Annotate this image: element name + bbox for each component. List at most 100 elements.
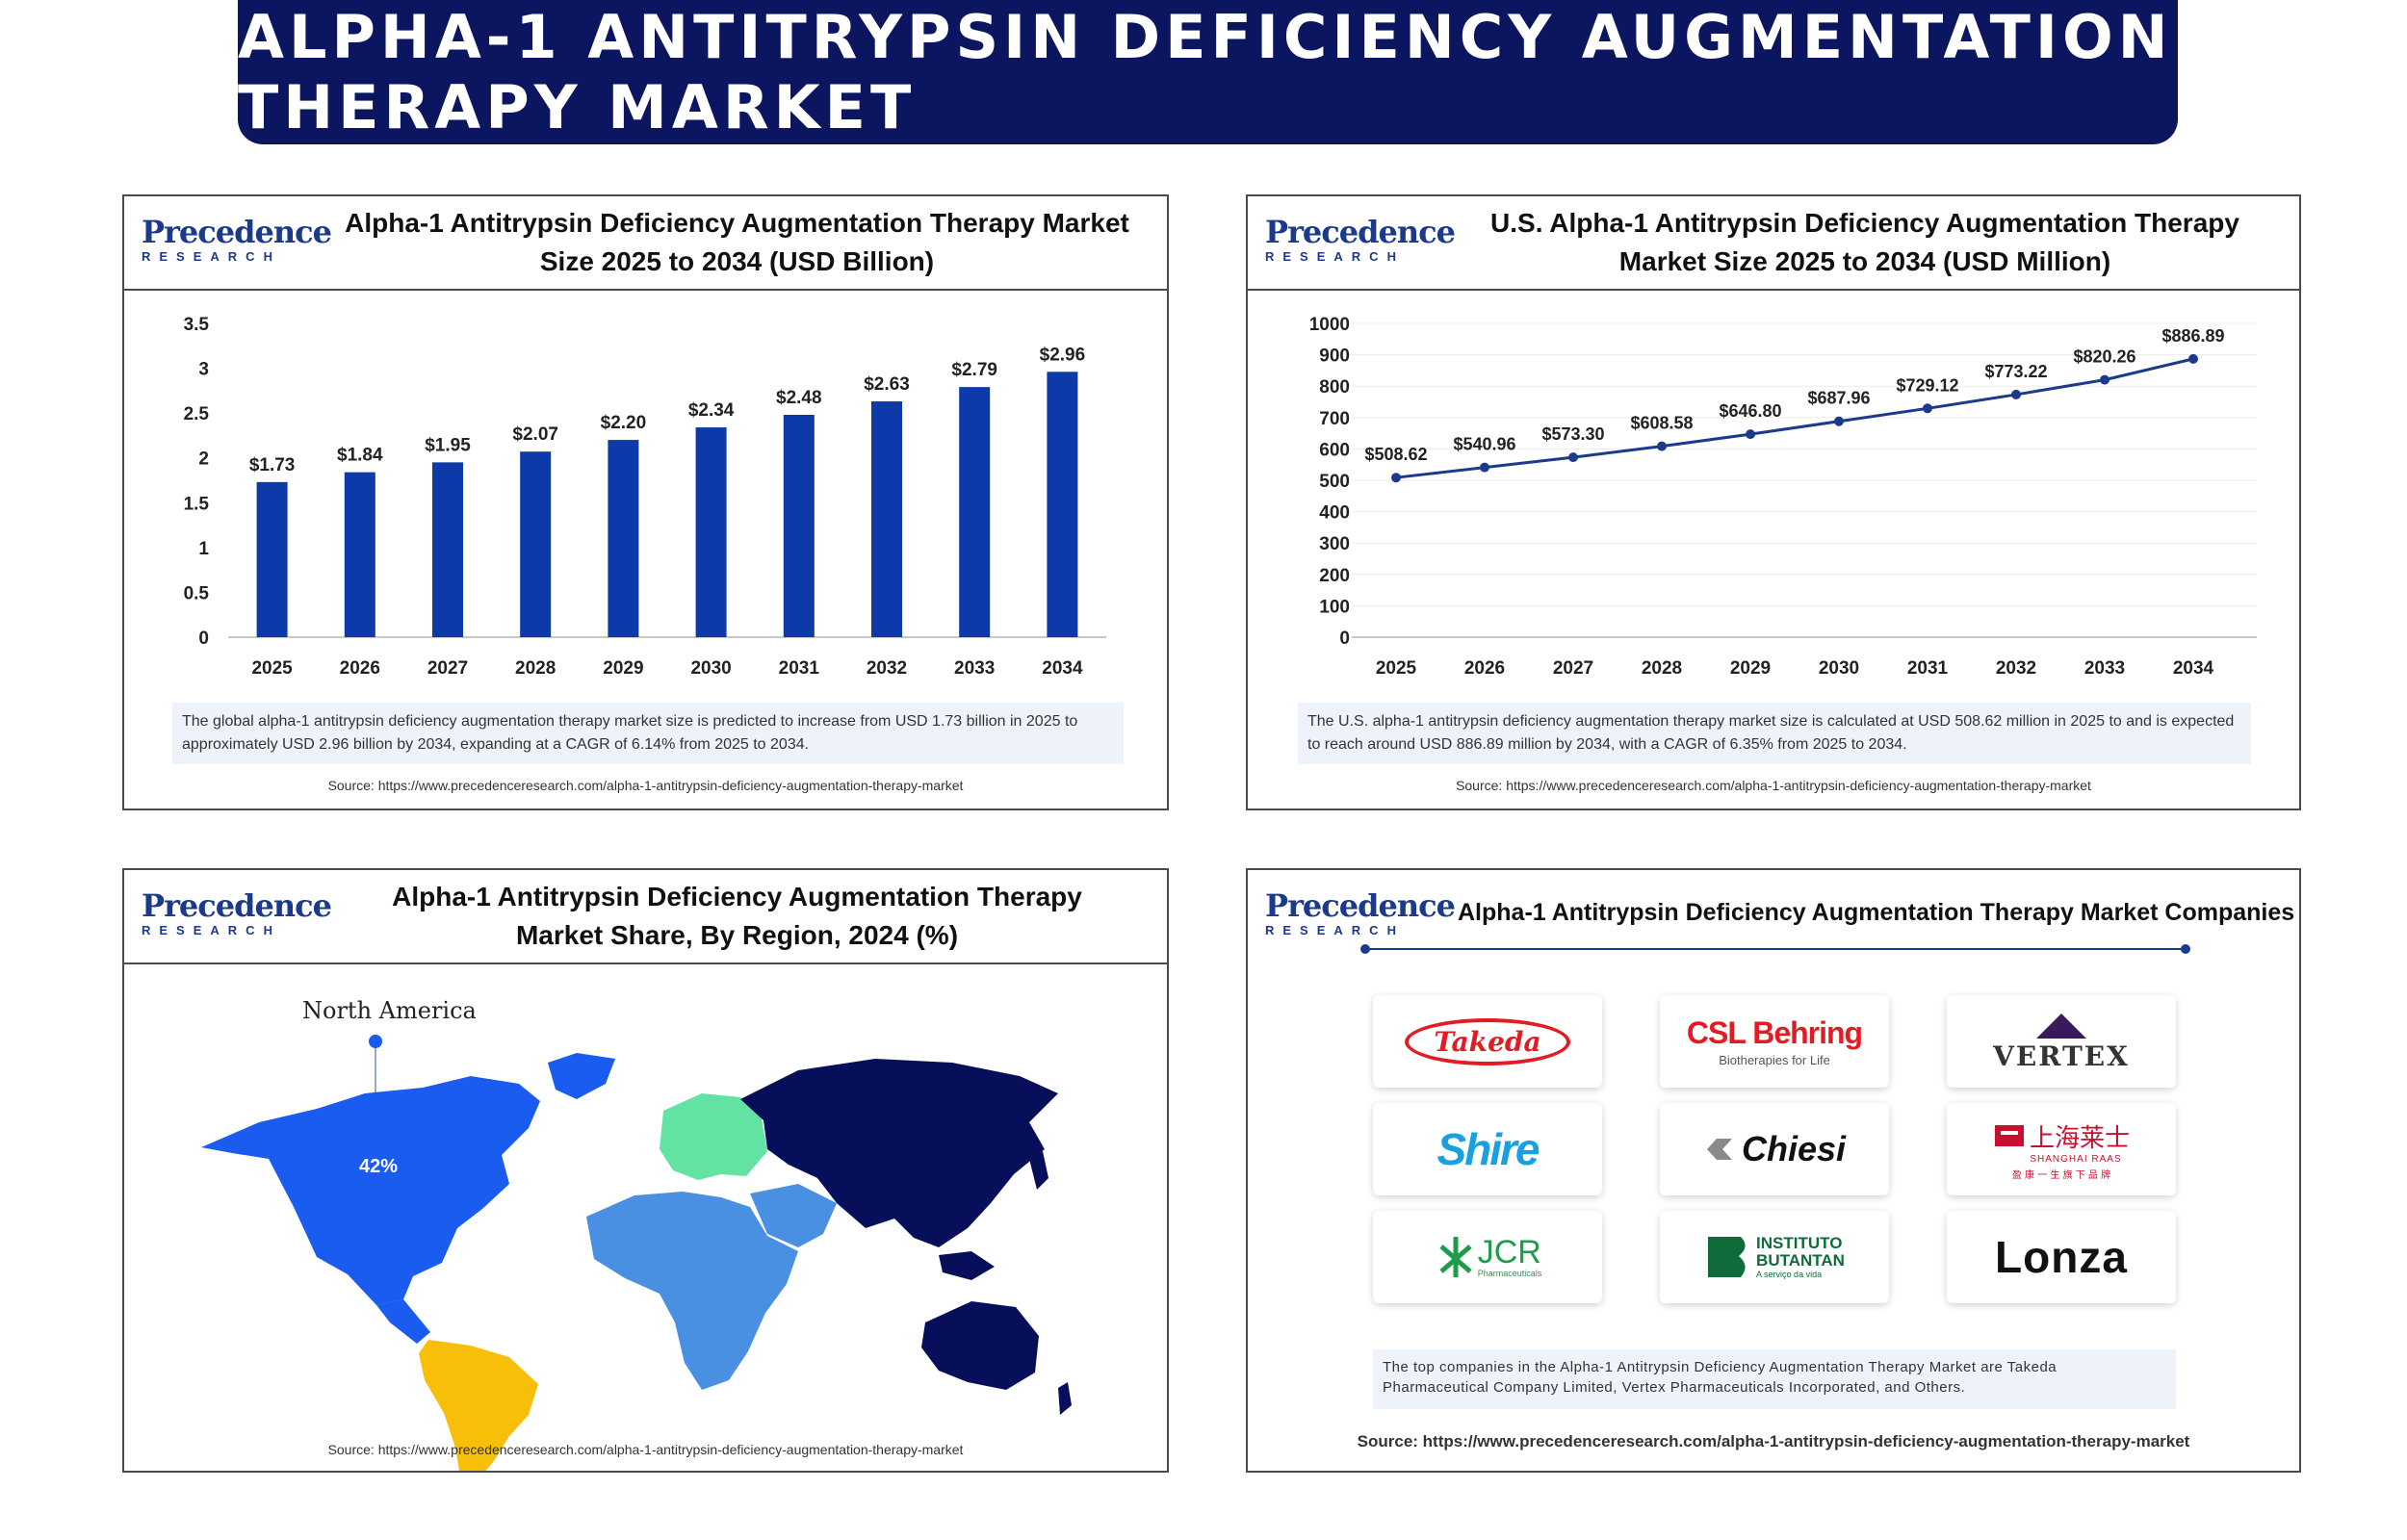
y-tick-label: 1 [198, 539, 209, 559]
data-point [2188, 353, 2198, 364]
y-tick-label: 3.5 [184, 315, 210, 335]
y-tick-label: 700 [1319, 409, 1350, 429]
chiesi-name: Chiesi [1741, 1129, 1847, 1168]
x-tick-label: 2031 [1907, 658, 1949, 679]
y-tick-label: 900 [1319, 346, 1350, 367]
y-tick-label: 0.5 [184, 583, 210, 603]
y-tick-label: 0 [1339, 629, 1350, 649]
bar [783, 415, 815, 637]
panel-title: U.S. Alpha-1 Antitrypsin Deficiency Augm… [1440, 204, 2290, 281]
data-label: $2.96 [1040, 345, 1086, 365]
y-tick-label: 3 [198, 360, 209, 380]
raas-sub: SHANGHAI RAAS [2030, 1153, 2122, 1165]
panel-global-market-size: Precedence RESEARCH Alpha-1 Antitrypsin … [122, 194, 1169, 810]
raas-logo: 上海莱士 [1993, 1118, 2130, 1154]
raas-mark-icon [1994, 1125, 2024, 1146]
bar [959, 387, 991, 637]
y-tick-label: 1000 [1309, 315, 1350, 335]
x-tick-label: 2028 [515, 658, 556, 679]
southeast-asia-shape [939, 1251, 995, 1280]
shire-name: Shire [1436, 1124, 1540, 1174]
x-tick-label: 2032 [867, 658, 907, 679]
x-tick-label: 2032 [1996, 658, 2036, 679]
y-tick-label: 200 [1319, 566, 1350, 586]
panel-header: Precedence RESEARCH U.S. Alpha-1 Antitry… [1248, 196, 2299, 291]
bar [432, 462, 463, 637]
panel-region-share: Precedence RESEARCH Alpha-1 Antitrypsin … [122, 868, 1169, 1473]
takeda-logo: Takeda [1405, 1017, 1570, 1065]
panel-title: Alpha-1 Antitrypsin Deficiency Augmentat… [317, 204, 1157, 281]
y-tick-label: 600 [1319, 440, 1350, 460]
butantan-name: INSTITUTO [1756, 1234, 1843, 1252]
data-label: $2.48 [776, 388, 822, 408]
japan-shape [1029, 1151, 1048, 1190]
logo-subtext: RESEARCH [142, 923, 281, 937]
europe-shape [660, 1093, 767, 1180]
panel-header: Precedence RESEARCH Alpha-1 Antitrypsin … [124, 196, 1167, 291]
panel-companies: Precedence RESEARCH Alpha-1 Antitrypsin … [1246, 868, 2301, 1473]
panel-title-line2: Market Share, By Region, 2024 (%) [515, 920, 959, 950]
data-label: $687.96 [1807, 389, 1870, 408]
raas-sub2: 盈 康 一 生 旗 下 品 牌 [2011, 1169, 2111, 1181]
company-card-takeda: Takeda [1373, 995, 1602, 1088]
africa-shape [586, 1192, 798, 1390]
data-label: $2.20 [601, 413, 647, 433]
panel-title-line1: Alpha-1 Antitrypsin Deficiency Augmentat… [392, 882, 1082, 911]
middle-east-shape [750, 1184, 837, 1247]
vertex-name: VERTEX [1993, 1040, 2130, 1072]
central-america-shape [376, 1299, 430, 1344]
data-label: $2.07 [512, 424, 558, 445]
panel-title-line1: Alpha-1 Antitrypsin Deficiency Augmentat… [345, 208, 1129, 238]
world-map: 42% [201, 1035, 1072, 1471]
rule-dot-right [2181, 944, 2190, 954]
callout-dot [369, 1035, 382, 1048]
butantan-sub: BUTANTAN [1756, 1251, 1845, 1270]
data-label: $2.34 [688, 400, 735, 421]
company-card-shanghai-raas: 上海莱士 SHANGHAI RAAS 盈 康 一 生 旗 下 品 牌 [1947, 1103, 2176, 1195]
data-label: $2.63 [864, 374, 910, 395]
bar [520, 451, 552, 637]
panel-title-line2: Market Size 2025 to 2034 (USD Million) [1618, 246, 2111, 276]
chart-note: The global alpha-1 antitrypsin deficienc… [172, 703, 1124, 764]
panel-title-line1: U.S. Alpha-1 Antitrypsin Deficiency Augm… [1490, 208, 2239, 238]
data-point [2011, 389, 2021, 399]
rule-dot-left [1360, 944, 1370, 954]
data-point [1568, 452, 1578, 463]
panel-title: Alpha-1 Antitrypsin Deficiency Augmentat… [317, 878, 1157, 955]
jcr-sub: Pharmaceuticals [1477, 1269, 1542, 1278]
panel-title-line2: Size 2025 to 2034 (USD Billion) [539, 246, 935, 276]
x-tick-label: 2030 [690, 658, 731, 679]
data-label: $508.62 [1364, 445, 1427, 464]
vertex-triangle-icon [2036, 1013, 2086, 1039]
banner: ALPHA-1 ANTITRYPSIN DEFICIENCY AUGMENTAT… [238, 0, 2178, 144]
butantan-sub2: A serviço da vida [1756, 1270, 1823, 1279]
jcr-name: JCR [1477, 1234, 1541, 1270]
y-tick-label: 500 [1319, 472, 1350, 492]
data-label: $820.26 [2073, 347, 2135, 367]
source-text: Source: https://www.precedenceresearch.c… [327, 778, 964, 793]
jcr-logo: JCR Pharmaceuticals [1434, 1233, 1542, 1281]
data-label: $1.95 [425, 435, 471, 455]
series-line [1395, 357, 2194, 479]
chiesi-logo: Chiesi [1703, 1129, 1846, 1169]
lonza-name: Lonza [1995, 1232, 2128, 1282]
raas-name: 上海莱士 [2029, 1123, 2130, 1153]
bar [608, 440, 639, 637]
north-america-label: North America [302, 997, 477, 1024]
y-tick-label: 0 [198, 629, 209, 649]
jcr-mark-icon [1439, 1237, 1472, 1277]
bar [871, 401, 902, 637]
x-tick-label: 2029 [603, 658, 643, 679]
x-tick-label: 2025 [251, 658, 293, 679]
csl-tagline: Biotherapies for Life [1719, 1053, 1830, 1067]
north-america-shape [201, 1076, 540, 1305]
x-tick-label: 2025 [1376, 658, 1417, 679]
data-point [1391, 473, 1401, 483]
panel-us-market-size: Precedence RESEARCH U.S. Alpha-1 Antitry… [1246, 194, 2301, 810]
data-label: $773.22 [1984, 362, 2047, 381]
butantan-logo: INSTITUTO BUTANTAN A serviço da vida [1704, 1233, 1845, 1281]
x-tick-label: 2026 [1464, 658, 1505, 679]
bar-chart: 0 0.5 1 1.5 2 2.5 3 3.5 $1.73 2025 $1.84 2026 $1.95 2… [184, 315, 1106, 679]
company-card-lonza: Lonza [1947, 1211, 2176, 1303]
data-label: $646.80 [1719, 401, 1781, 421]
